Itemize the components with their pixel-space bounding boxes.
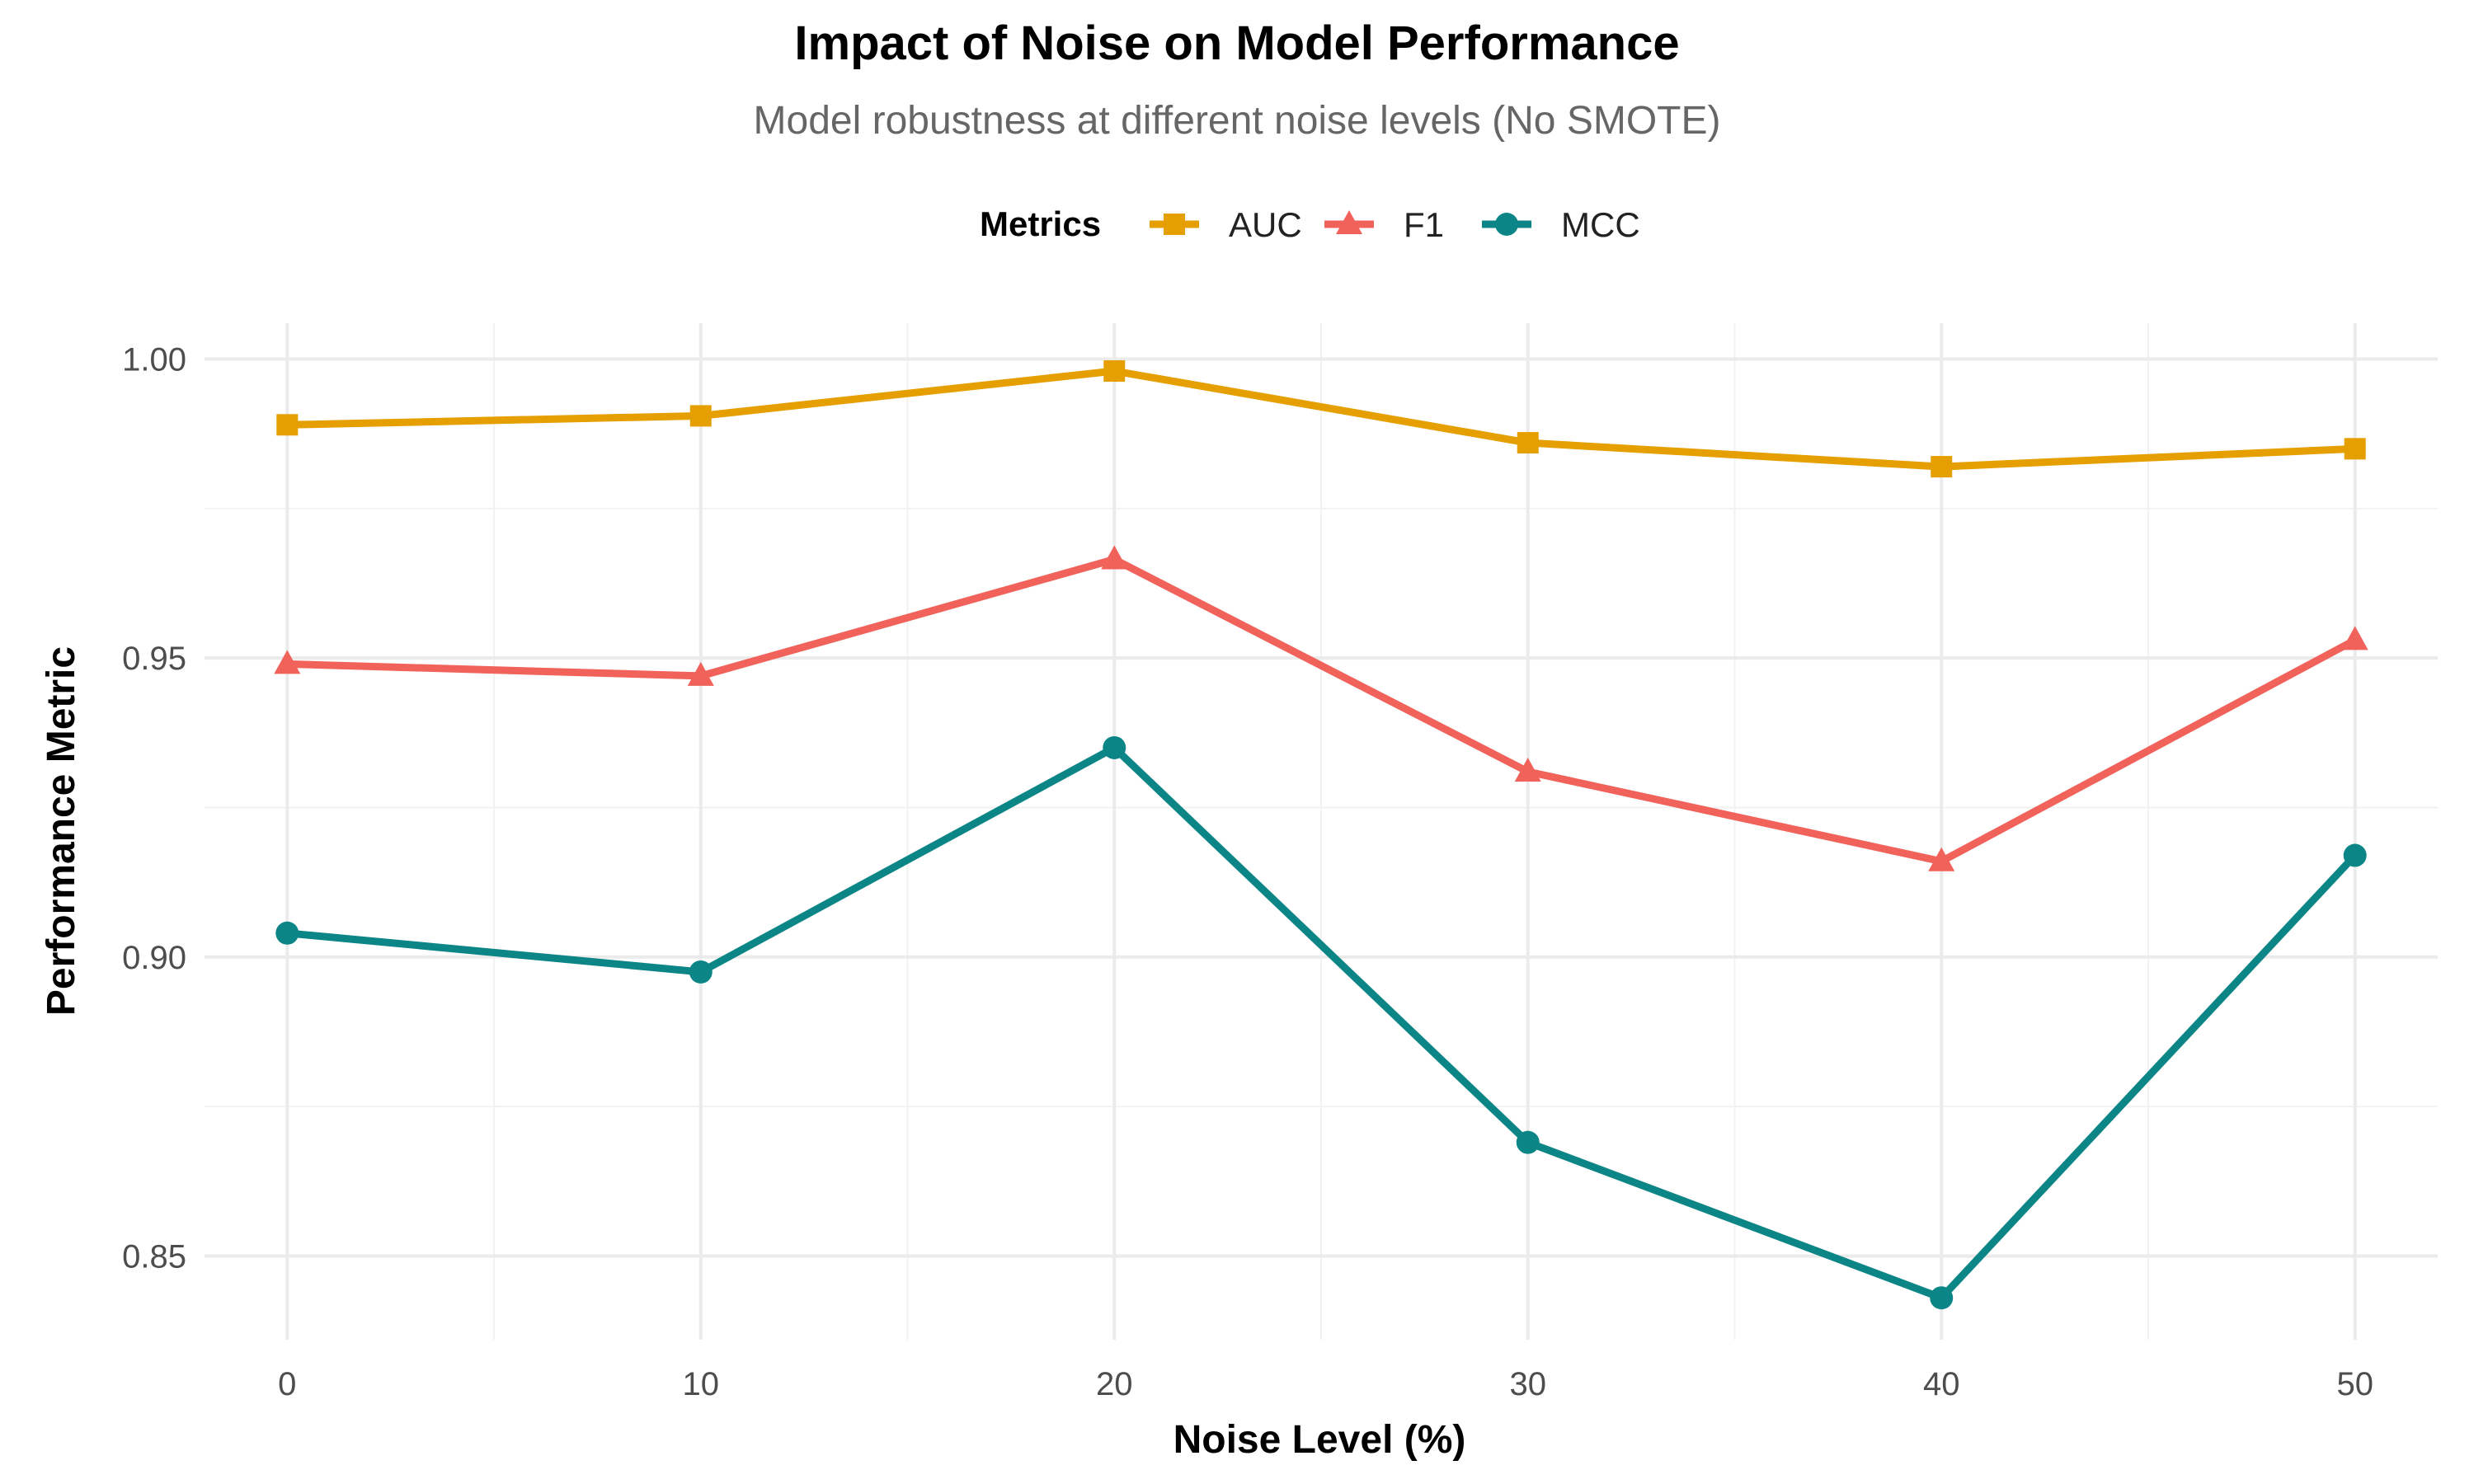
x-tick-label: 0 (278, 1366, 296, 1402)
series-auc-point (1931, 456, 1953, 478)
series-auc-point (276, 414, 299, 436)
x-tick-label: 10 (683, 1366, 720, 1402)
series-f1-point (1928, 847, 1955, 871)
series-mcc-point (2343, 843, 2367, 867)
x-axis: 0 10 20 30 40 50 (278, 1366, 2373, 1402)
series-auc-point (1103, 360, 1126, 383)
y-axis-title: Performance Metric (40, 646, 83, 1016)
legend-key-auc-marker (1164, 214, 1185, 235)
chart-subtitle: Model robustness at different noise leve… (754, 99, 1721, 143)
series-mcc-point (275, 921, 299, 945)
y-tick-label: 1.00 (122, 342, 186, 378)
legend-item-auc: AUC (1150, 205, 1302, 244)
legend-title: Metrics (980, 204, 1101, 243)
series-f1-point (687, 661, 714, 686)
series-auc (276, 360, 2366, 478)
x-tick-label: 30 (1509, 1366, 1546, 1402)
series-auc-point (1517, 432, 1539, 454)
series-auc-line (283, 367, 2359, 471)
legend: Metrics AUC F1 MCC (980, 204, 1640, 244)
series-f1-line (283, 555, 2359, 866)
legend-label-mcc: MCC (1561, 205, 1640, 244)
y-axis: 0.85 0.90 0.95 1.00 (122, 342, 186, 1275)
chart-title: Impact of Noise on Model Performance (794, 16, 1679, 70)
x-tick-label: 40 (1923, 1366, 1960, 1402)
series-auc-point (689, 405, 712, 427)
series-mcc (275, 735, 2367, 1310)
x-tick-label: 20 (1096, 1366, 1133, 1402)
grid (205, 323, 2438, 1340)
series-f1-point (1514, 757, 1541, 782)
legend-key-mcc-marker (1495, 213, 1518, 236)
legend-item-f1: F1 (1324, 205, 1444, 244)
x-axis-title: Noise Level (%) (1174, 1418, 1466, 1462)
series-mcc-point (1516, 1130, 1540, 1154)
legend-key-f1-marker (1336, 210, 1362, 234)
y-tick-label: 0.95 (122, 641, 186, 677)
y-tick-label: 0.85 (122, 1238, 186, 1275)
plot-area (274, 360, 2368, 1310)
legend-label-f1: F1 (1404, 205, 1444, 244)
series-f1-point (1101, 545, 1128, 570)
series-f1 (274, 545, 2368, 871)
series-mcc-point (1103, 735, 1126, 759)
legend-label-auc: AUC (1229, 205, 1302, 244)
legend-item-mcc: MCC (1482, 205, 1640, 244)
x-tick-label: 50 (2336, 1366, 2373, 1402)
series-f1-point (2341, 626, 2368, 650)
y-tick-label: 0.90 (122, 940, 186, 976)
series-auc-point (2344, 438, 2366, 460)
series-mcc-point (1930, 1286, 1954, 1310)
series-mcc-point (689, 960, 713, 984)
series-mcc-line (283, 744, 2359, 1302)
series-f1-point (274, 650, 301, 674)
